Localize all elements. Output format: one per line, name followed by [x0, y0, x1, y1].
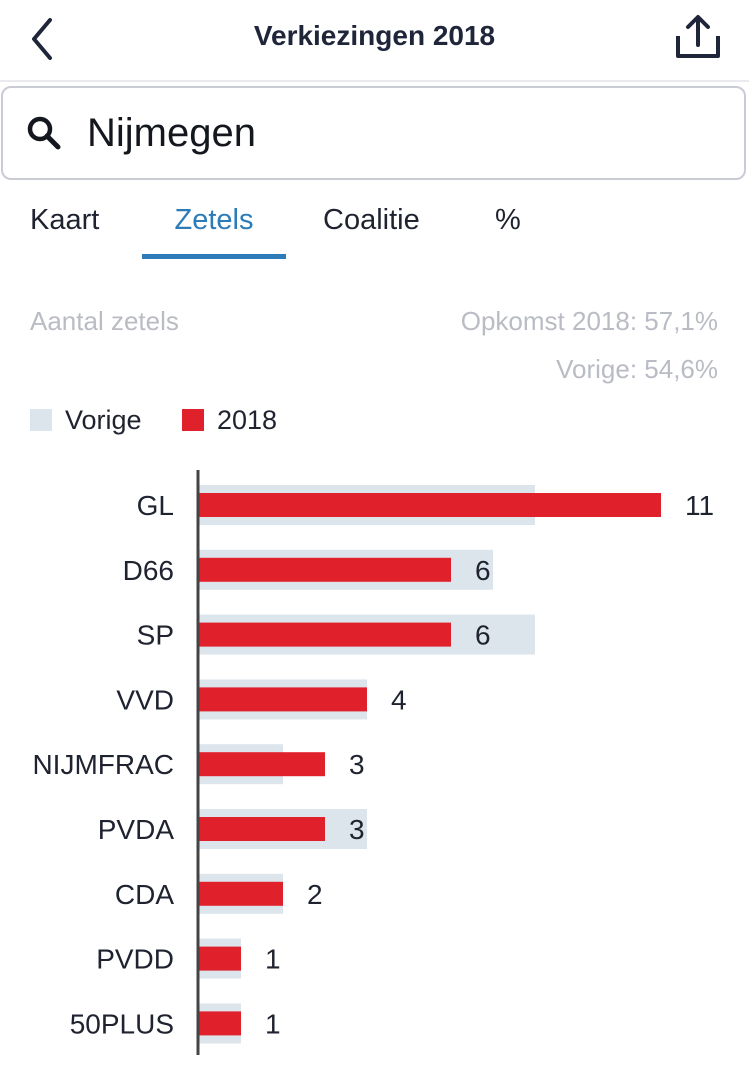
category-label-cda: CDA: [115, 879, 174, 910]
value-label-pvda: 3: [349, 814, 365, 845]
value-label-d66: 6: [475, 555, 491, 586]
search-box[interactable]: [1, 86, 746, 180]
legend-label-2018: 2018: [217, 405, 278, 435]
category-label-pvda: PVDA: [98, 814, 175, 845]
bar-2018-gl: [199, 493, 661, 517]
bar-2018-d66: [199, 557, 451, 582]
category-label-pvdd: PVDD: [96, 944, 174, 975]
bar-2018-50plus: [199, 1011, 241, 1036]
back-button[interactable]: [26, 14, 66, 64]
tab-bar: Kaart Zetels Coalitie %: [0, 196, 749, 262]
value-label-pvdd: 1: [265, 944, 281, 975]
search-input[interactable]: [87, 102, 727, 164]
value-label-50plus: 1: [265, 1008, 281, 1039]
bar-2018-nijmfrac: [199, 752, 325, 777]
previous-turnout-text: Vorige: 54,6%: [556, 354, 718, 384]
legend-label-vorige: Vorige: [65, 405, 142, 435]
legend-swatch-2018: [182, 409, 204, 431]
search-icon: [27, 116, 61, 150]
value-label-cda: 2: [307, 879, 323, 910]
active-tab-indicator: [142, 254, 286, 259]
value-label-gl: 11: [685, 490, 714, 521]
bar-2018-sp: [199, 622, 451, 647]
turnout-text: Opkomst 2018: 57,1%: [460, 306, 718, 336]
chevron-left-icon: [32, 18, 52, 60]
category-label-nijmfrac: NIJMFRAC: [32, 749, 174, 780]
legend-swatch-vorige: [30, 409, 52, 431]
tab-kaart[interactable]: Kaart: [30, 204, 100, 236]
category-label-gl: GL: [137, 490, 174, 521]
bar-2018-cda: [199, 881, 283, 906]
bar-2018-pvdd: [199, 946, 241, 971]
share-icon: [676, 15, 720, 58]
value-label-vvd: 4: [391, 684, 407, 715]
category-label-50plus: 50PLUS: [70, 1008, 174, 1039]
category-label-sp: SP: [137, 620, 174, 651]
tab-zetels[interactable]: Zetels: [174, 204, 254, 236]
category-label-vvd: VVD: [116, 684, 174, 715]
top-navigation-bar: Verkiezingen 2018: [0, 0, 749, 82]
bar-2018-vvd: [199, 687, 367, 712]
value-label-nijmfrac: 3: [349, 749, 365, 780]
page-title: Verkiezingen 2018: [253, 20, 496, 51]
bar-2018-pvda: [199, 817, 325, 841]
seats-bar-chart: GL 11 D66 6 SP 6 VVD 4 NIJMFRAC 3 PVDA 3 CDA 2 PVDD 1 50…: [32, 470, 714, 1055]
category-label-d66: D66: [123, 555, 174, 586]
tab-coalitie[interactable]: Coalitie: [323, 204, 420, 236]
share-button[interactable]: [672, 12, 724, 64]
seats-label: Aantal zetels: [30, 306, 179, 336]
value-label-sp: 6: [475, 620, 491, 651]
tab-percentage[interactable]: %: [495, 204, 521, 236]
